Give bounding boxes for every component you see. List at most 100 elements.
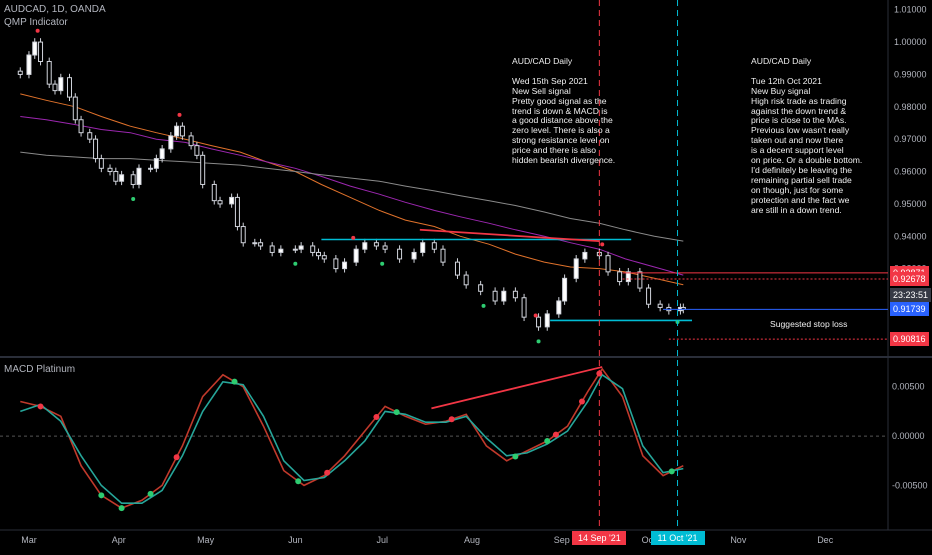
price-tick-label: 1.00000 [894, 37, 927, 47]
sell-signal-dot [600, 242, 605, 247]
candle-body [240, 226, 246, 244]
candle-body [179, 125, 185, 137]
month-label: Apr [112, 535, 126, 545]
candle-body [431, 242, 437, 250]
macd-title: MACD Platinum [4, 364, 76, 375]
macd-sell-dot [578, 398, 585, 405]
sell-signal-dot [35, 28, 40, 33]
annotation-stop: Suggested stop loss [770, 319, 848, 329]
candle-body [168, 135, 174, 150]
month-label: Dec [817, 535, 834, 545]
buy-signal-dot [380, 261, 385, 266]
candle-body [512, 290, 518, 299]
candle-body [113, 171, 119, 182]
buy-signal-dot [293, 261, 298, 266]
sell-signal-dot [533, 313, 538, 318]
candle-body [478, 284, 484, 292]
macd-tick-label: 0.00500 [892, 382, 925, 392]
candle-body [657, 303, 663, 308]
candle-body [217, 200, 223, 205]
price-level-label: 0.92678 [890, 271, 929, 286]
candle-body [463, 274, 469, 286]
buy-signal-dot [481, 303, 486, 308]
macd-divergence-line [431, 366, 603, 410]
macd-buy-dot [98, 492, 105, 499]
month-label: Jun [288, 535, 303, 545]
macd-buy-dot [118, 505, 125, 512]
price-tick-label: 0.95000 [894, 199, 927, 209]
macd-buy-dot [668, 468, 675, 475]
candle-body [536, 316, 542, 328]
price-tick-label: 0.97000 [894, 134, 927, 144]
candle-body [617, 271, 623, 283]
month-label: Aug [464, 535, 480, 545]
candle-body [278, 248, 284, 253]
candle-body [194, 145, 200, 156]
macd-buy-dot [512, 453, 519, 460]
candle-body [573, 258, 579, 279]
candle-body [159, 148, 165, 160]
event-marker-label: 11 Oct '21 [650, 531, 705, 545]
candle-body [501, 290, 507, 302]
macd-sell-dot [37, 403, 44, 410]
candle-body [52, 83, 58, 92]
candle-body [46, 60, 52, 85]
candle-body [521, 297, 527, 318]
candle-body [234, 196, 240, 228]
candle-body [492, 290, 498, 302]
macd-tick-label: -0.00500 [892, 480, 928, 490]
month-label: Nov [730, 535, 747, 545]
macd-line [20, 373, 684, 505]
resistance-trendline [419, 228, 600, 243]
candle-body [556, 300, 562, 315]
candle-body [32, 41, 38, 56]
candle-body [87, 132, 93, 140]
sell-signal-dot [177, 112, 182, 117]
candle-body [188, 135, 194, 147]
candle-body [298, 245, 304, 250]
candle-body [229, 196, 235, 205]
macd-tick-label: 0.00000 [892, 431, 925, 441]
candle-body [258, 242, 264, 247]
candle-body [26, 54, 32, 75]
candle-body [119, 174, 125, 182]
moving-average-line [20, 116, 684, 276]
candle-body [72, 96, 78, 121]
indicator-title: QMP Indicator [4, 17, 68, 28]
macd-buy-dot [295, 478, 302, 485]
price-tick-label: 0.99000 [894, 69, 927, 79]
candle-body [136, 167, 142, 185]
candle-body [315, 251, 321, 257]
annotation-oct: AUD/CAD Daily Tue 12th Oct 2021 New Buy … [751, 56, 863, 215]
candle-body [440, 248, 446, 263]
candle-body [544, 313, 550, 328]
candle-body [321, 255, 327, 260]
macd-sell-dot [324, 469, 331, 476]
candle-body [93, 138, 99, 160]
candle-body [562, 277, 568, 302]
buy-signal-dot [131, 197, 136, 202]
month-label: Mar [21, 535, 37, 545]
candle-body [582, 251, 588, 260]
moving-average-line [20, 93, 684, 286]
macd-buy-dot [147, 490, 154, 497]
candle-body [200, 154, 206, 185]
buy-signal-dot [536, 339, 541, 344]
candle-body [58, 77, 64, 92]
candle-body [605, 255, 611, 273]
candle-body [17, 70, 23, 75]
macd-buy-dot [393, 409, 400, 416]
candle-body [362, 242, 368, 250]
month-label: Jul [376, 535, 388, 545]
macd-line [20, 367, 684, 509]
macd-sell-dot [448, 416, 455, 423]
candle-body [454, 261, 460, 276]
macd-sell-dot [552, 431, 559, 438]
candle-body [420, 242, 426, 253]
candle-body [382, 245, 388, 250]
candle-body [148, 167, 154, 170]
event-marker-label: 14 Sep '21 [572, 531, 627, 545]
macd-sell-dot [173, 454, 180, 461]
price-level-label: 0.91739 [890, 302, 929, 317]
